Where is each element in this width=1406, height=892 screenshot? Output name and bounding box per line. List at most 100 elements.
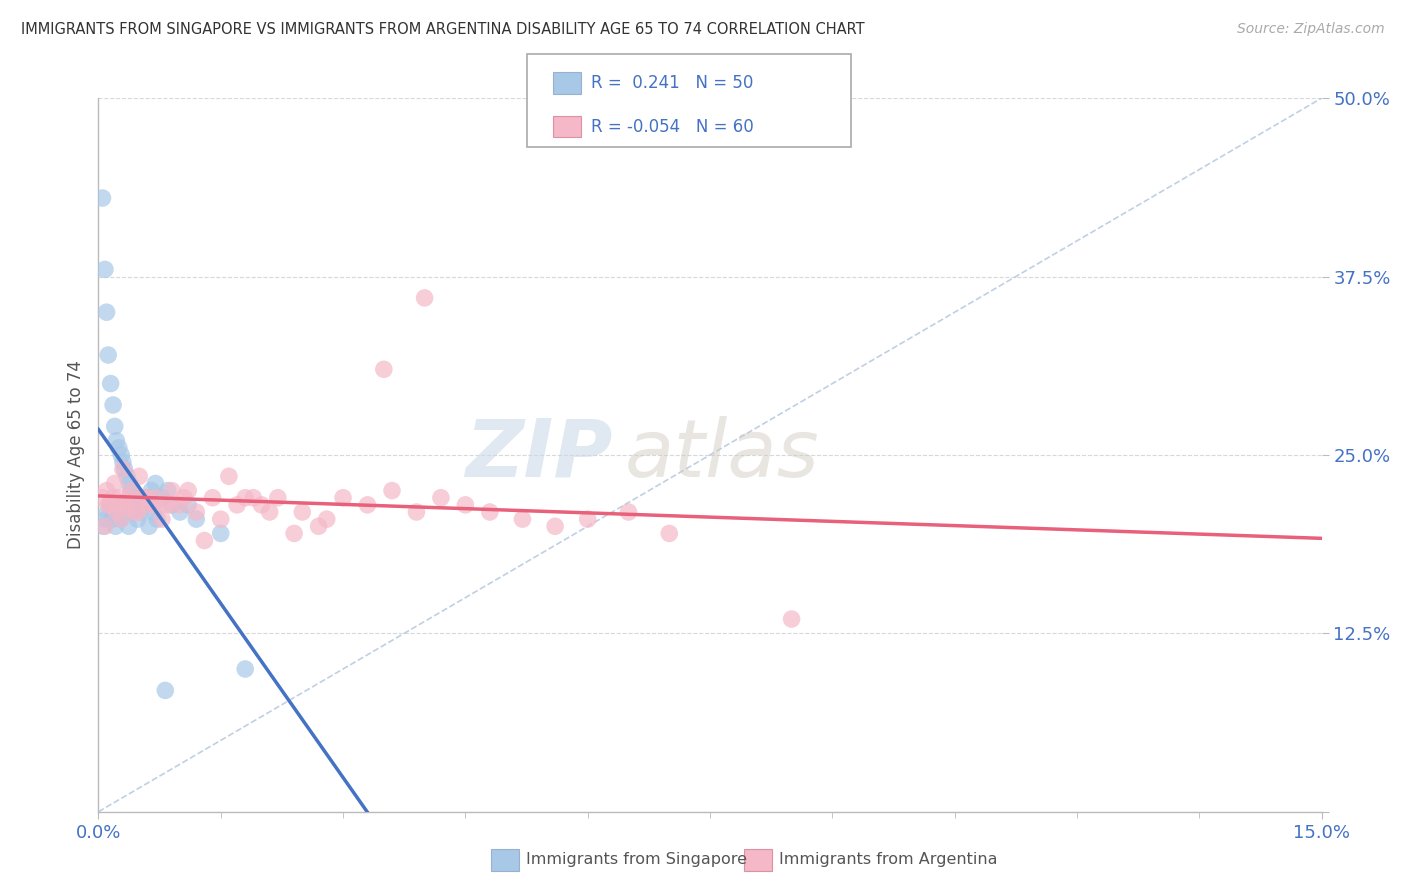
Point <box>94 262 117 277</box>
Point <box>291 505 314 519</box>
Point <box>142 505 165 519</box>
Point <box>160 483 183 498</box>
Point <box>97 498 120 512</box>
Y-axis label: Disability Age 65 to 74: Disability Age 65 to 74 <box>66 360 84 549</box>
Point <box>100 376 122 391</box>
Point <box>97 348 120 362</box>
Point <box>118 476 141 491</box>
Point <box>101 512 124 526</box>
Point <box>114 462 136 476</box>
Point <box>136 491 159 505</box>
Point <box>430 491 453 505</box>
Point <box>152 498 174 512</box>
Point <box>156 483 179 498</box>
Point <box>104 519 127 533</box>
Point <box>544 519 567 533</box>
Point <box>118 491 141 505</box>
Point <box>129 505 152 519</box>
Point <box>132 498 155 512</box>
Point <box>96 483 118 498</box>
Point <box>132 491 155 505</box>
Text: atlas: atlas <box>624 416 820 494</box>
Point <box>332 491 354 505</box>
Point <box>512 512 534 526</box>
Point <box>105 434 128 448</box>
Point <box>413 291 436 305</box>
Point <box>101 491 124 505</box>
Point <box>233 491 256 505</box>
Point <box>96 305 118 319</box>
Point <box>250 498 273 512</box>
Point <box>145 476 167 491</box>
Text: Source: ZipAtlas.com: Source: ZipAtlas.com <box>1237 22 1385 37</box>
Point <box>186 512 208 526</box>
Point <box>135 491 157 505</box>
Point <box>124 505 146 519</box>
Point <box>115 498 138 512</box>
Text: R =  0.241   N = 50: R = 0.241 N = 50 <box>591 74 752 92</box>
Point <box>110 512 132 526</box>
Point <box>110 512 132 526</box>
Point <box>315 512 337 526</box>
Point <box>405 505 427 519</box>
Point <box>160 498 183 512</box>
Point <box>120 483 142 498</box>
Point <box>209 526 232 541</box>
Point <box>108 441 131 455</box>
Point <box>128 498 150 512</box>
Point <box>658 526 681 541</box>
Point <box>617 505 640 519</box>
Point <box>201 491 224 505</box>
Point <box>96 505 118 519</box>
Point <box>138 519 160 533</box>
Text: ZIP: ZIP <box>465 416 612 494</box>
Point <box>169 498 191 512</box>
Point <box>104 419 127 434</box>
Point <box>127 505 149 519</box>
Point <box>177 498 200 512</box>
Point <box>356 498 378 512</box>
Text: R = -0.054   N = 60: R = -0.054 N = 60 <box>591 118 754 136</box>
Text: Immigrants from Argentina: Immigrants from Argentina <box>779 853 997 867</box>
Point <box>104 476 127 491</box>
Point <box>124 491 146 505</box>
Point <box>576 512 599 526</box>
Point <box>127 512 149 526</box>
Point <box>110 448 132 462</box>
Point <box>111 455 134 469</box>
Point <box>146 512 169 526</box>
Point <box>177 483 200 498</box>
Point <box>209 512 232 526</box>
Point <box>115 469 138 483</box>
Point <box>233 662 256 676</box>
Point <box>173 491 195 505</box>
Point <box>186 505 208 519</box>
Point <box>128 469 150 483</box>
Point <box>218 469 240 483</box>
Point <box>120 483 142 498</box>
Point <box>100 498 122 512</box>
Point <box>226 498 249 512</box>
Point <box>112 498 135 512</box>
Point <box>193 533 215 548</box>
Point <box>150 512 173 526</box>
Point <box>115 505 138 519</box>
Point <box>267 491 290 505</box>
Point <box>94 519 117 533</box>
Point <box>121 498 143 512</box>
Point <box>108 491 131 505</box>
Text: Immigrants from Singapore: Immigrants from Singapore <box>526 853 747 867</box>
Point <box>381 483 404 498</box>
Point <box>98 498 121 512</box>
Point <box>111 462 134 476</box>
Point <box>91 191 114 205</box>
Point <box>107 505 129 519</box>
Point <box>308 519 330 533</box>
Point <box>283 526 305 541</box>
Point <box>117 519 139 533</box>
Point <box>91 491 114 505</box>
Point <box>121 491 143 505</box>
Point <box>124 491 146 505</box>
Point <box>91 519 114 533</box>
Point <box>101 398 124 412</box>
